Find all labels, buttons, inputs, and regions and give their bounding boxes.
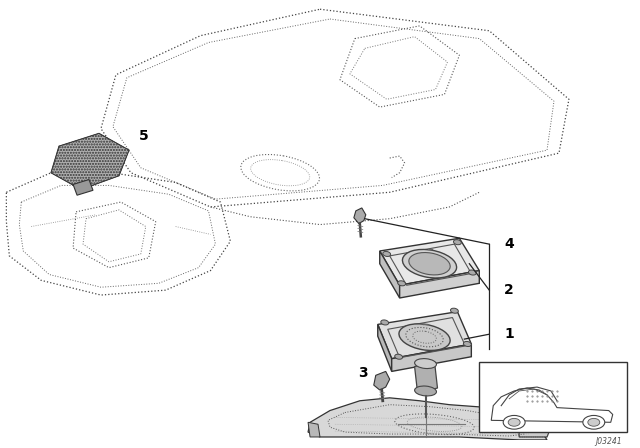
Ellipse shape — [415, 386, 436, 396]
Text: 3: 3 — [358, 366, 367, 380]
Ellipse shape — [395, 354, 403, 359]
Ellipse shape — [454, 240, 461, 245]
Polygon shape — [374, 371, 390, 390]
Polygon shape — [415, 362, 438, 393]
Ellipse shape — [383, 251, 390, 256]
Polygon shape — [399, 271, 479, 298]
Text: 4: 4 — [504, 237, 514, 251]
Text: 5: 5 — [139, 129, 148, 143]
Ellipse shape — [588, 418, 600, 426]
Polygon shape — [380, 251, 399, 298]
Polygon shape — [392, 344, 471, 371]
Ellipse shape — [403, 250, 456, 278]
Polygon shape — [378, 312, 471, 359]
Ellipse shape — [508, 418, 520, 426]
Polygon shape — [308, 398, 547, 440]
Ellipse shape — [503, 415, 525, 429]
Polygon shape — [51, 134, 129, 190]
Ellipse shape — [381, 320, 388, 325]
Polygon shape — [378, 324, 392, 371]
Polygon shape — [354, 208, 366, 224]
Ellipse shape — [463, 341, 471, 346]
Ellipse shape — [415, 358, 436, 369]
Ellipse shape — [451, 308, 458, 313]
Polygon shape — [73, 180, 93, 195]
Ellipse shape — [583, 415, 605, 429]
Text: 2: 2 — [504, 283, 514, 297]
Ellipse shape — [468, 270, 476, 275]
Ellipse shape — [397, 281, 406, 286]
Polygon shape — [308, 422, 320, 437]
Polygon shape — [380, 238, 479, 285]
Text: J03241: J03241 — [595, 437, 621, 446]
Bar — [479, 362, 627, 432]
Ellipse shape — [409, 253, 450, 275]
Polygon shape — [519, 393, 557, 437]
Polygon shape — [51, 134, 129, 190]
Ellipse shape — [399, 324, 450, 350]
Text: 1: 1 — [504, 327, 514, 341]
